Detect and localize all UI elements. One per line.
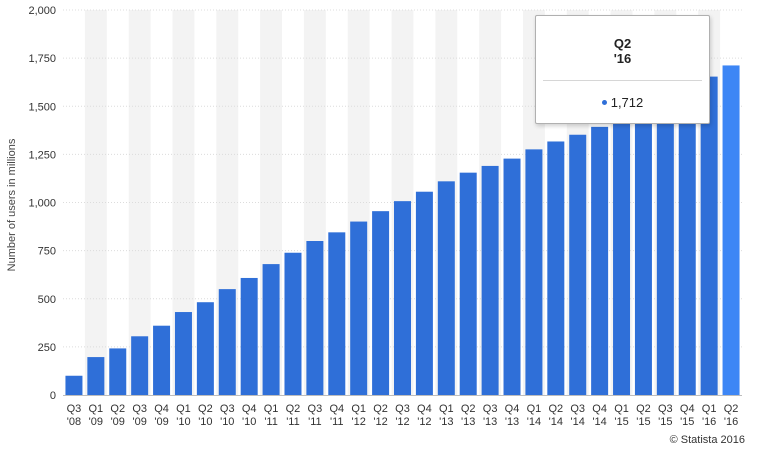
- bar: [284, 252, 302, 395]
- x-tick-label: Q1'14: [527, 403, 542, 428]
- y-tick-label: 750: [38, 246, 56, 258]
- tooltip-value-row: 1,712: [536, 95, 709, 110]
- x-tick-label: Q3'08: [67, 403, 82, 428]
- series-dot-icon: [601, 100, 607, 106]
- x-tick-label: Q3'09: [132, 403, 147, 428]
- bar: [240, 277, 258, 395]
- x-tick-label: Q3'12: [395, 403, 410, 428]
- y-axis-ticks: 0 250 500 750 1,000 1,250 1,500 1,750 2,000: [28, 5, 56, 402]
- bar: [174, 312, 192, 395]
- x-tick-label: Q1'15: [614, 403, 629, 428]
- tooltip-title-year: '16: [613, 51, 632, 66]
- x-tick-label: Q3'11: [308, 403, 323, 428]
- bar: [503, 158, 521, 395]
- bar: [481, 165, 499, 395]
- statista-credit[interactable]: © Statista 2016: [670, 434, 745, 446]
- y-tick-label: 250: [38, 342, 56, 354]
- bar: [218, 289, 236, 395]
- bar: [634, 108, 652, 396]
- x-tick-label: Q2'14: [548, 403, 563, 428]
- bar: [525, 149, 543, 395]
- y-tick-label: 1,500: [28, 101, 56, 113]
- x-tick-label: Q2'11: [286, 403, 301, 428]
- bar: [306, 241, 324, 395]
- x-tick-label: Q4'14: [592, 403, 607, 428]
- bar: [700, 76, 718, 395]
- y-tick-label: 500: [38, 294, 56, 306]
- x-tick-label: Q2'12: [373, 403, 388, 428]
- bar: [437, 181, 455, 395]
- x-tick-label: Q3'10: [220, 403, 235, 428]
- bar: [547, 141, 565, 395]
- bar: [196, 302, 214, 395]
- column-band: [84, 10, 107, 395]
- bar: [328, 232, 346, 395]
- bar: [591, 126, 609, 395]
- column-band: [128, 10, 151, 395]
- x-tick-label: Q4'10: [242, 403, 257, 428]
- y-tick-label: 1,000: [28, 198, 56, 210]
- bar: [722, 65, 740, 395]
- x-tick-label: Q4'12: [417, 403, 432, 428]
- y-tick-label: 1,250: [28, 149, 56, 161]
- bar: [65, 375, 83, 395]
- x-tick-label: Q1'16: [702, 403, 717, 428]
- y-tick-label: 0: [50, 390, 56, 402]
- x-tick-label: Q2'15: [636, 403, 651, 428]
- tooltip: Q2 '16 1,712: [535, 15, 710, 124]
- bar: [87, 357, 105, 395]
- tooltip-title: Q2 '16: [536, 36, 709, 66]
- x-tick-label: Q4'13: [505, 403, 520, 428]
- bar: [569, 134, 587, 396]
- bar: [394, 201, 411, 395]
- bar: [131, 336, 149, 395]
- x-tick-label: Q3'13: [483, 403, 498, 428]
- bar: [109, 348, 127, 395]
- tooltip-value: 1,712: [610, 95, 644, 110]
- x-tick-label: Q2'16: [724, 403, 739, 428]
- y-tick-label: 2,000: [28, 5, 56, 17]
- x-tick-label: Q4'11: [329, 403, 344, 428]
- bars: [65, 65, 740, 396]
- x-tick-label: Q1'09: [89, 403, 104, 428]
- x-tick-label: Q4'15: [680, 403, 695, 428]
- tooltip-divider: [543, 80, 702, 81]
- x-axis-ticks: Q3'08 Q1'09 Q2'09 Q3'09 Q4'09 Q1'10 Q2'10 Q3'10…: [67, 403, 739, 428]
- bar: [678, 88, 696, 396]
- x-tick-label: Q2'13: [461, 403, 476, 428]
- bar: [656, 97, 674, 396]
- y-tick-label: 1,750: [28, 53, 56, 65]
- bar: [459, 172, 477, 395]
- x-tick-label: Q1'13: [439, 403, 454, 428]
- bar: [372, 211, 390, 395]
- bar: [153, 325, 171, 395]
- x-tick-label: Q2'10: [198, 403, 213, 428]
- x-tick-label: Q4'09: [154, 403, 169, 428]
- x-tick-label: Q2'09: [110, 403, 125, 428]
- tooltip-title-quarter: Q2: [613, 36, 632, 51]
- x-tick-label: Q3'15: [658, 403, 673, 428]
- x-tick-label: Q1'10: [176, 403, 191, 428]
- x-tick-label: Q3'14: [570, 403, 585, 428]
- bar: [415, 191, 433, 395]
- bar: [262, 264, 280, 395]
- bar: [350, 221, 368, 395]
- x-tick-label: Q1'12: [351, 403, 366, 428]
- bar: [613, 117, 631, 396]
- x-tick-label: Q1'11: [264, 403, 279, 428]
- y-axis-label: Number of users in millions: [6, 138, 18, 271]
